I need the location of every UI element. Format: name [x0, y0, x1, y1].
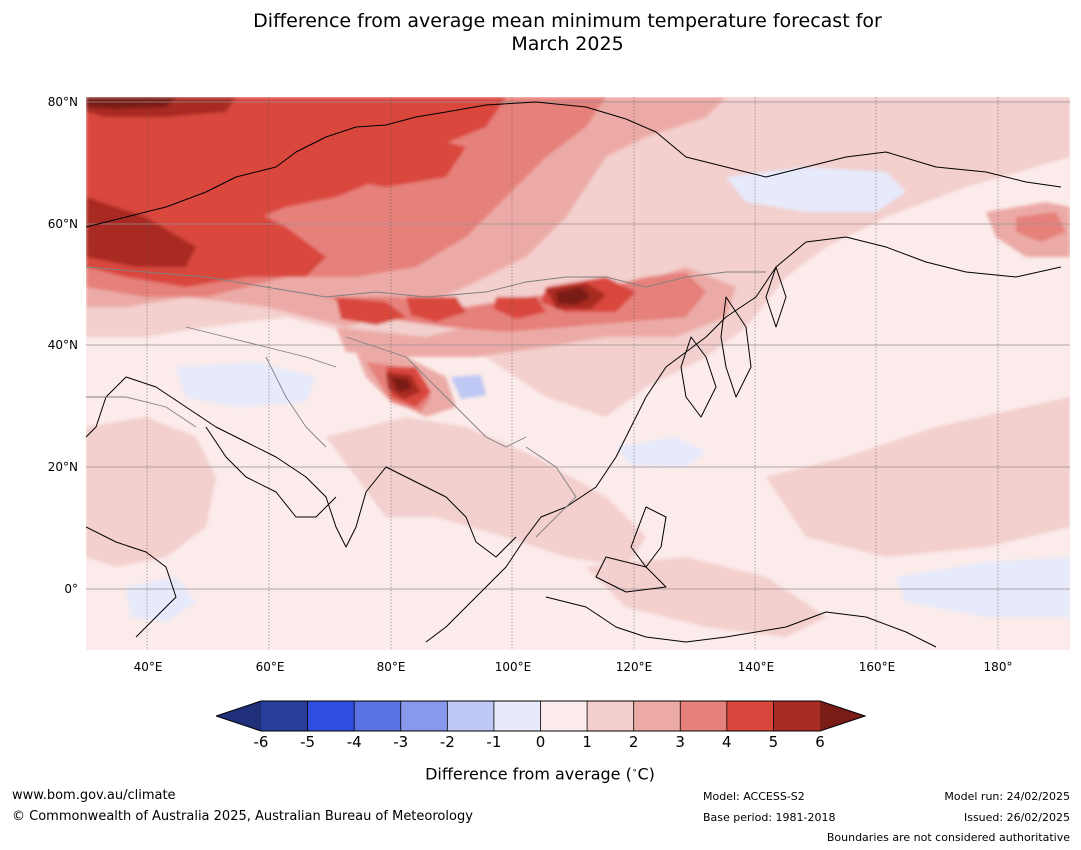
anomaly-region — [896, 557, 1070, 617]
issued-text: Issued: 26/02/2025 — [963, 811, 1070, 824]
anomaly-region — [494, 297, 546, 319]
colorbar-label: 2 — [628, 733, 639, 751]
anomaly-region — [336, 297, 406, 325]
colorbar-label: -2 — [439, 733, 455, 751]
lon-label-140e: 140°E — [737, 660, 775, 674]
colorbar-label: 5 — [768, 733, 779, 751]
colorbar-label: 0 — [535, 733, 546, 751]
colorbar-segment — [354, 701, 402, 731]
lon-label-160e: 160°E — [858, 660, 896, 674]
colorbar-label: 6 — [815, 733, 825, 751]
colorbar-title-text: Difference from average ( — [425, 764, 632, 784]
colorbar — [216, 700, 866, 732]
coastlines — [86, 101, 1062, 648]
colorbar-segment — [773, 701, 821, 731]
colorbar-extend-low — [216, 701, 261, 731]
anomaly-region — [1016, 212, 1066, 242]
anomaly-region — [86, 417, 216, 567]
lon-label-180: 180° — [983, 660, 1013, 674]
borders — [86, 266, 766, 538]
anomaly-region — [226, 127, 466, 187]
colorbar-segment — [261, 701, 309, 731]
copyright-text: © Commonwealth of Australia 2025, Austra… — [12, 809, 473, 824]
colorbar-label: 1 — [582, 733, 592, 751]
lat-label-60n: 60°N — [47, 217, 78, 231]
colorbar-outline — [216, 700, 866, 732]
lon-label-60e: 60°E — [255, 660, 285, 674]
lon-label-100e: 100°E — [494, 660, 532, 674]
colorbar-segment — [400, 701, 448, 731]
lon-label-40e: 40°E — [133, 660, 163, 674]
anomaly-region — [616, 437, 706, 467]
lat-label-0: 0° — [64, 582, 78, 596]
colorbar-segment — [726, 701, 774, 731]
map-gridlines-lat — [86, 101, 1070, 590]
colorbar-segment — [447, 701, 495, 731]
model-run-text: Model run: 24/02/2025 — [944, 790, 1070, 803]
colorbar-label: -4 — [346, 733, 362, 751]
anomaly-region — [86, 97, 176, 109]
anomaly-region — [406, 297, 466, 322]
title-line-2: March 2025 — [511, 33, 624, 55]
colorbar-label: 4 — [722, 733, 732, 751]
anomaly-region — [86, 197, 196, 267]
colorbar-unit: C) — [637, 764, 655, 784]
lat-label-20n: 20°N — [47, 460, 78, 474]
colorbar-label: 3 — [675, 733, 685, 751]
colorbar-extend-high — [820, 701, 865, 731]
anomaly-region — [176, 362, 316, 407]
lon-label-80e: 80°E — [376, 660, 406, 674]
base-period-text: Base period: 1981-2018 — [703, 811, 836, 824]
disclaimer-text: Boundaries are not considered authoritat… — [826, 831, 1070, 844]
forecast-map — [86, 97, 1070, 650]
website-text: www.bom.gov.au/climate — [12, 788, 176, 803]
lat-label-80n: 80°N — [47, 95, 78, 109]
lat-label-40n: 40°N — [47, 338, 78, 352]
colorbar-label: -6 — [253, 733, 269, 751]
chart-title: Difference from average mean minimum tem… — [0, 10, 1081, 56]
anomaly-region — [326, 417, 646, 567]
colorbar-label: -3 — [393, 733, 409, 751]
colorbar-segment — [307, 701, 355, 731]
colorbar-label: -1 — [486, 733, 502, 751]
anomaly-region — [126, 577, 196, 622]
anomaly-contours — [86, 97, 1070, 637]
colorbar-segment — [587, 701, 635, 731]
anomaly-region — [766, 397, 1070, 557]
colorbar-segment — [633, 701, 681, 731]
colorbar-title: Difference from average (∘C) — [425, 764, 655, 784]
anomaly-region — [391, 377, 411, 392]
colorbar-segment — [493, 701, 541, 731]
anomaly-region — [726, 167, 906, 212]
anomaly-region — [451, 375, 486, 399]
lon-label-120e: 120°E — [615, 660, 653, 674]
title-line-1: Difference from average mean minimum tem… — [253, 10, 882, 32]
anomaly-region — [556, 287, 591, 305]
colorbar-label: -5 — [300, 733, 316, 751]
model-text: Model: ACCESS-S2 — [703, 790, 805, 803]
colorbar-segment — [540, 701, 588, 731]
anomaly-region — [586, 557, 826, 637]
colorbar-segment — [680, 701, 728, 731]
